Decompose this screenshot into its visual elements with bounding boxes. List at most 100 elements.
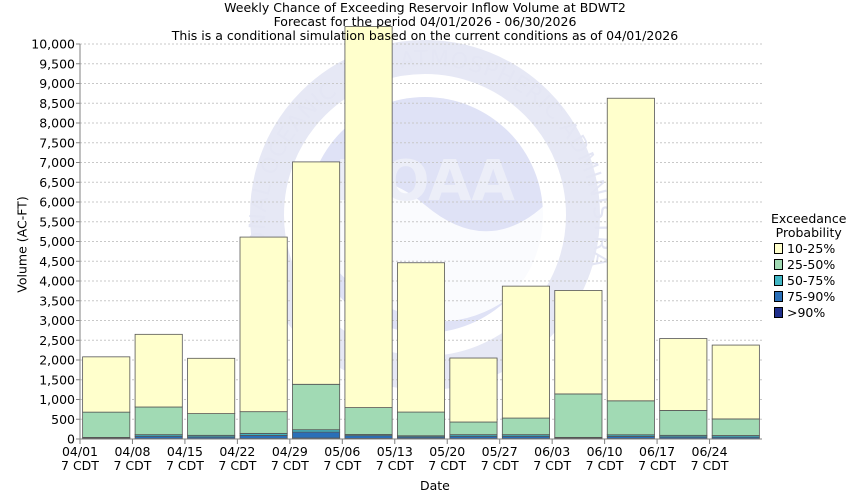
bar-segment-10-25-	[187, 357, 236, 415]
y-tick-label: 3,000	[39, 313, 75, 328]
bar-segment-75-90-	[292, 431, 341, 439]
x-axis-label: Date	[420, 478, 450, 493]
legend-title-line-1: Exceedance	[771, 211, 847, 226]
bar-segment-25-50-	[396, 411, 446, 437]
y-tick-label: 9,000	[39, 76, 75, 91]
chart-title: Weekly Chance of Exceeding Reservoir Inf…	[224, 0, 626, 15]
bar-segment-25-50-	[134, 406, 183, 436]
x-tick-label: 05/13	[377, 444, 413, 459]
x-tick-label: 04/29	[272, 444, 308, 459]
x-tick-sublabel: 7 CDT	[114, 458, 152, 473]
legend-swatch-75-90	[774, 290, 783, 302]
bar-group-04/15	[187, 357, 236, 440]
x-tick-label: 05/06	[324, 444, 360, 459]
x-tick-label: 04/15	[167, 444, 203, 459]
legend-item-50-75: 50-75%	[774, 272, 846, 288]
bar-group-05/20	[449, 357, 498, 440]
x-tick-label: 06/03	[534, 444, 570, 459]
y-tick-label: 6,500	[39, 175, 75, 190]
legend-swatch-10-25	[774, 242, 783, 254]
y-tick-label: 2,500	[39, 333, 75, 348]
y-tick-label: 7,000	[39, 155, 75, 170]
legend-item-10-25: 10-25%	[774, 240, 846, 256]
bar-group-04/08	[134, 333, 183, 440]
x-tick-sublabel: 7 CDT	[61, 458, 99, 473]
bar-group-06/10	[606, 97, 655, 440]
x-tick-label: 04/08	[114, 444, 150, 459]
y-tick-labels: 0 500 1,000 1,500 2,000 2,500 3,000 3,500 4,000 4…	[31, 37, 80, 447]
bar-segment-10-25-	[554, 290, 603, 395]
x-tick-sublabel: 7 CDT	[271, 458, 309, 473]
legend-item-gt90: >90%	[774, 304, 846, 320]
legend-title-line-2: Probability	[775, 225, 842, 240]
x-tick-sublabel: 7 CDT	[691, 458, 729, 473]
bar-group-04/01	[82, 356, 131, 440]
x-tick-sublabel: 7 CDT	[376, 458, 414, 473]
x-tick-sublabel: 7 CDT	[638, 458, 676, 473]
y-tick-label: 7,500	[39, 135, 75, 150]
x-tick-label: 05/20	[429, 444, 465, 459]
bars	[82, 26, 760, 440]
bar-segment-25-50-	[449, 421, 498, 436]
bar-segment-10-25-	[711, 344, 760, 420]
bar-segment-25-50-	[711, 418, 760, 436]
bar-segment-25-50-	[659, 410, 708, 436]
x-tick-sublabel: 7 CDT	[323, 458, 361, 473]
bar-segment-10-25-	[659, 338, 708, 411]
x-tick-sublabel: 7 CDT	[586, 458, 624, 473]
y-tick-label: 10,000	[31, 37, 75, 52]
bar-group-04/29	[292, 161, 341, 440]
x-tick-label: 04/22	[219, 444, 255, 459]
y-tick-label: 4,500	[39, 254, 75, 269]
bar-segment-25-50-	[606, 400, 655, 436]
bar-segment-10-25-	[396, 262, 446, 413]
bar-segment-75-90-	[344, 435, 393, 439]
y-tick-label: 6,000	[39, 195, 75, 210]
y-tick-label: 1,500	[39, 372, 75, 387]
y-tick-label: 9,500	[39, 56, 75, 71]
chart-subtitle-period: Forecast for the period 04/01/2026 - 06/…	[273, 14, 577, 29]
bar-segment-25-50-	[292, 383, 341, 431]
legend: Exceedance Probability 10-25% 25-50% 50-…	[771, 212, 846, 320]
x-tick-label: 06/10	[587, 444, 623, 459]
bar-segment-10-25-	[134, 333, 183, 408]
y-axis-label: Volume (AC-FT)	[14, 196, 30, 293]
bar-segment-10-25-	[501, 285, 550, 419]
bar-group-05/13	[396, 262, 446, 440]
y-tick-label: 1,000	[39, 392, 75, 407]
x-tick-sublabel: 7 CDT	[533, 458, 571, 473]
y-tick-label: 8,000	[39, 116, 75, 131]
x-tick-label: 05/27	[482, 444, 518, 459]
bar-segment-10-25-	[239, 236, 288, 413]
bar-group-05/06	[344, 26, 393, 440]
legend-label-gt90: >90%	[787, 304, 826, 320]
legend-item-75-90: 75-90%	[774, 288, 846, 304]
chart-subtitle-conditions: This is a conditional simulation based o…	[171, 28, 679, 43]
legend-label-75-90: 75-90%	[787, 288, 836, 304]
y-tick-label: 5,000	[39, 234, 75, 249]
bar-segment-25-50-	[239, 411, 288, 434]
bar-group-04/22	[239, 236, 288, 440]
bar-segment-10-25-	[82, 356, 131, 413]
y-tick-label: 3,500	[39, 293, 75, 308]
y-tick-label: 4,000	[39, 274, 75, 289]
y-tick-label: 500	[51, 412, 75, 427]
y-tick-label: 5,500	[39, 214, 75, 229]
y-tick-label: 0	[67, 432, 75, 447]
legend-label-50-75: 50-75%	[787, 272, 836, 288]
x-tick-label: 04/01	[62, 444, 98, 459]
y-tick-label: 2,000	[39, 353, 75, 368]
x-tick-label: 06/24	[692, 444, 728, 459]
x-tick-sublabel: 7 CDT	[428, 458, 466, 473]
bar-segment-10-25-	[449, 357, 498, 423]
legend-swatch-gt90	[774, 306, 783, 318]
legend-label-10-25: 10-25%	[787, 240, 836, 256]
bar-group-05/27	[501, 285, 550, 440]
x-tick-sublabel: 7 CDT	[481, 458, 519, 473]
bar-segment-25-50-	[501, 417, 550, 436]
bar-segment-10-25-	[606, 97, 655, 402]
legend-label-25-50: 25-50%	[787, 256, 836, 272]
x-tick-sublabel: 7 CDT	[166, 458, 204, 473]
